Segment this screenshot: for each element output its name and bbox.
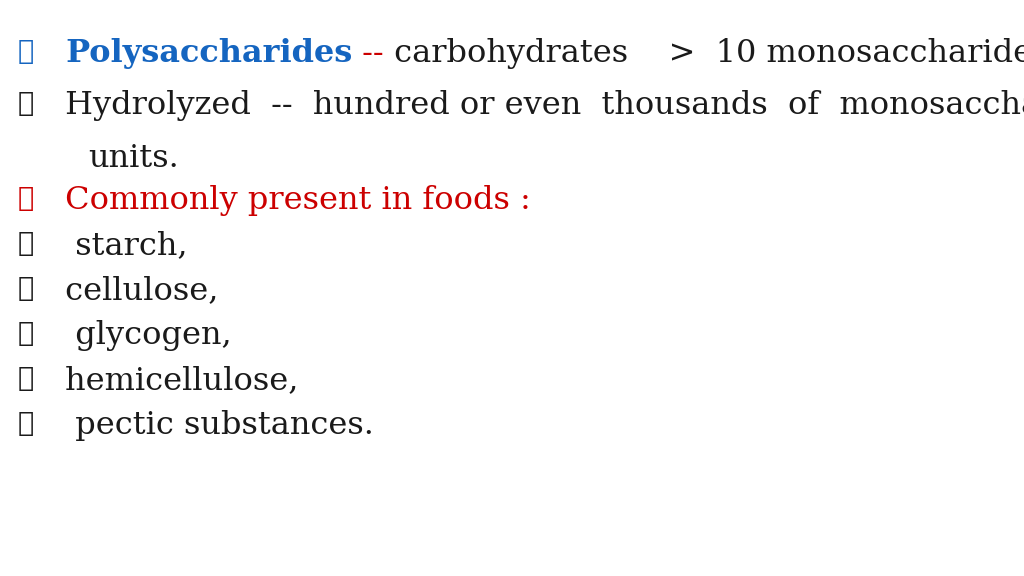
Text: Polysaccharides: Polysaccharides [55, 38, 352, 69]
Text: ❖: ❖ [18, 410, 34, 437]
Text: ❖: ❖ [18, 230, 34, 257]
Text: ❖: ❖ [18, 365, 34, 392]
Text: carbohydrates    >  10 monosaccharide units.: carbohydrates > 10 monosaccharide units. [384, 38, 1024, 69]
Text: Hydrolyzed  --  hundred or even  thousands  of  monosaccharide: Hydrolyzed -- hundred or even thousands … [55, 90, 1024, 121]
Text: ❖: ❖ [18, 320, 34, 347]
Text: cellulose,: cellulose, [55, 275, 218, 306]
Text: ❖: ❖ [18, 185, 34, 212]
Text: --: -- [352, 38, 384, 69]
Text: glycogen,: glycogen, [55, 320, 231, 351]
Text: Commonly present in foods :: Commonly present in foods : [55, 185, 530, 216]
Text: ❖: ❖ [18, 275, 34, 302]
Text: pectic substances.: pectic substances. [55, 410, 374, 441]
Text: units.: units. [88, 143, 179, 174]
Text: ❖: ❖ [18, 38, 34, 65]
Text: hemicellulose,: hemicellulose, [55, 365, 298, 396]
Text: starch,: starch, [55, 230, 187, 261]
Text: ❖: ❖ [18, 90, 34, 117]
